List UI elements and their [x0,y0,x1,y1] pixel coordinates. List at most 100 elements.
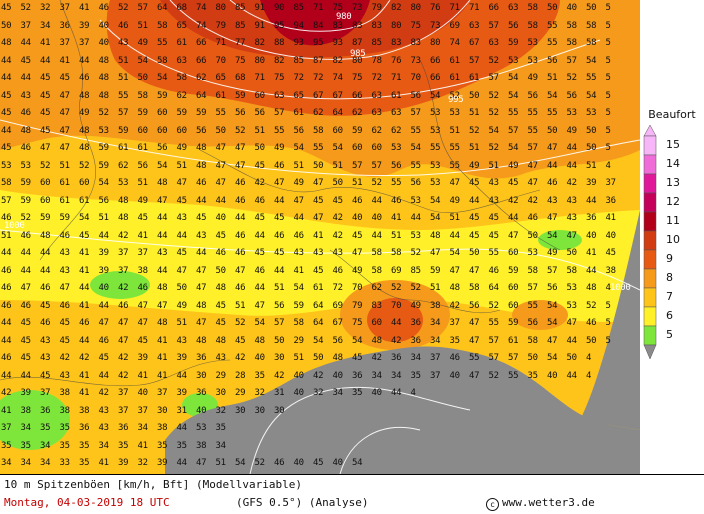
website-link[interactable]: www.wetter3.de [502,496,595,509]
isobar-label: 1000 [4,221,25,231]
gust-value: 48 [79,90,90,101]
gust-value: 56 [293,125,305,136]
gust-value: 47 [235,143,246,153]
gust-value: 43 [488,178,500,188]
gust-value: 48 [196,335,207,346]
gust-value: 32 [137,458,149,468]
gust-value: 36 [59,20,71,31]
gust-value: 42 [332,213,344,223]
gust-value: 44 [254,283,266,293]
gust-value: 41 [40,38,51,48]
gust-value: 29 [215,370,227,381]
gust-value: 53 [586,108,597,118]
gust-value: 38 [157,423,168,433]
gust-value: 49 [527,73,539,83]
gust-value: 72 [313,73,324,83]
gust-value: 61 [391,90,402,101]
gust-value: 67 [469,38,480,48]
gust-value: 55 [508,108,519,118]
gust-value: 42 [59,353,71,363]
gust-value: 53 [118,178,129,188]
gust-value: 54 [293,143,305,153]
gust-value: 46 [586,318,597,328]
gust-value: 62 [196,73,207,83]
gust-value: 68 [235,73,246,83]
gust-value: 40 [98,283,110,293]
gust-value: 43 [118,38,129,48]
gust-value: 90 [274,3,285,13]
gust-value: 32 [215,405,227,416]
gust-value: 57 [488,335,500,346]
gust-value: 44 [410,213,422,223]
gust-value: 55 [274,125,285,136]
gust-value: 43 [157,248,168,258]
gust-value: 56 [98,195,110,206]
gust-value: 78 [371,55,383,66]
gust-value: 85 [371,38,383,48]
gust-value: 35 [157,440,168,451]
gust-value: 57 [274,318,285,328]
gust-value: 47 [547,143,558,153]
gust-value: 61 [59,195,71,206]
gust-value: 40 [605,230,617,241]
gust-value: 59 [293,300,305,311]
legend-swatch [643,306,657,327]
gust-value: 40 [98,20,110,31]
gust-value: 54 [508,73,519,83]
gust-value: 41 [79,265,90,276]
gust-value: 5 [605,73,611,83]
gust-value: 52 [586,300,597,311]
gust-value: 61 [313,283,324,293]
gust-value: 49 [293,178,305,188]
gust-value: 40 [566,3,578,13]
isobar-label: 1000 [610,283,631,293]
gust-value: 46 [118,300,129,311]
gust-value: 46 [254,265,266,276]
gust-value: 48 [20,125,32,136]
gust-value: 35 [59,440,71,451]
gust-value: 83 [332,20,344,31]
gust-value: 44 [1,125,12,136]
legend-level-label: 14 [666,157,680,170]
gust-value: 47 [196,283,207,293]
gust-value: 51 [488,160,500,171]
gust-value: 47 [254,300,266,311]
gust-value: 46 [20,230,32,241]
gust-value: 49 [469,160,480,171]
gust-value: 42 [118,370,129,381]
gust-value: 47 [196,458,207,468]
gust-value: 48 [449,283,461,293]
legend-lower-arrow [643,344,657,360]
gust-value: 58 [527,20,539,31]
gust-value: 43 [176,335,188,346]
copyright: c www.wetter3.de [486,496,595,511]
gust-value: 49 [176,300,188,311]
isobar-label: 980 [336,12,352,22]
gust-value: 70 [391,300,402,311]
gust-value: 47 [469,265,480,276]
gust-value: 44 [1,55,12,66]
gust-value: 37 [40,388,51,398]
gust-value: 41 [1,405,12,416]
gust-value: 85 [293,55,305,66]
gust-value: 54 [430,213,441,223]
gust-value: 36 [352,370,363,381]
map-background [0,0,640,474]
gust-value: 61 [79,195,90,206]
gust-value: 51 [235,300,246,311]
gust-value: 55 [469,353,480,363]
gust-value: 44 [98,300,110,311]
gust-value: 46 [40,283,51,293]
gust-value: 74 [196,3,207,13]
gust-value: 44 [20,265,32,276]
gray-east-area [580,210,640,430]
gust-value: 48 [40,230,51,241]
gust-value: 52 [391,283,402,293]
gust-value: 45 [488,230,500,241]
gust-value: 37 [118,265,129,276]
gust-value: 53 [566,300,578,311]
gust-value: 45 [137,335,149,346]
gust-value: 55 [449,160,461,171]
gust-value: 46 [547,178,558,188]
gust-value: 42 [313,370,324,381]
